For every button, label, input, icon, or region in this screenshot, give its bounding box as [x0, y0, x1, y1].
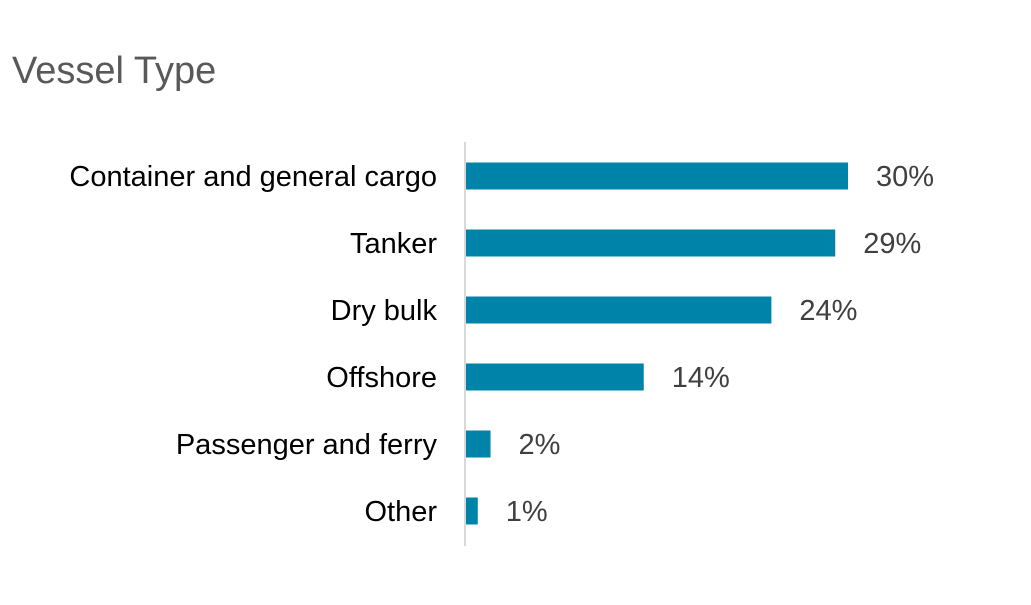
value-label-4: 2% — [519, 429, 561, 461]
chart-title: Vessel Type — [12, 50, 217, 92]
category-label-1: Tanker — [350, 228, 437, 260]
value-label-3: 14% — [672, 362, 730, 394]
value-label-1: 29% — [863, 228, 921, 260]
category-label-4: Passenger and ferry — [176, 429, 438, 461]
bar-3 — [465, 363, 644, 391]
category-label-0: Container and general cargo — [69, 161, 437, 193]
bars-layer: Container and general cargo 30% Tanker 29% D… — [69, 161, 934, 528]
value-label-5: 1% — [506, 496, 548, 528]
category-label-2: Dry bulk — [331, 295, 438, 327]
bar-1 — [465, 229, 836, 257]
bar-2 — [465, 296, 772, 324]
category-label-5: Other — [364, 496, 437, 528]
category-label-3: Offshore — [326, 362, 437, 394]
value-label-0: 30% — [876, 161, 934, 193]
value-label-2: 24% — [799, 295, 857, 327]
bar-0 — [465, 162, 848, 190]
bar-5 — [465, 497, 478, 525]
bar-4 — [465, 430, 491, 458]
